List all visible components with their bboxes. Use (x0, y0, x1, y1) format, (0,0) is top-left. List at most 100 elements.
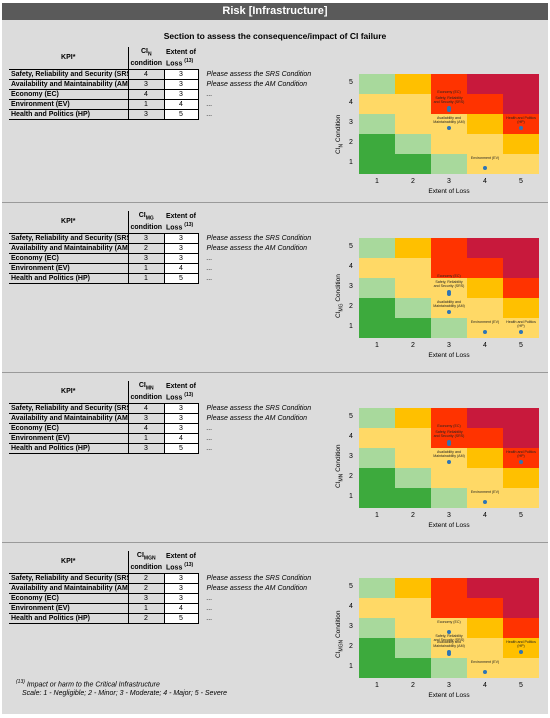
ci-condition-cell[interactable]: 3 (127, 109, 164, 120)
extent-of-loss-input[interactable]: 4 (163, 433, 199, 444)
kpi-name-cell: Economy (EC) (9, 423, 128, 434)
loss-line-1: Extent of (166, 212, 196, 220)
extent-of-loss-input[interactable]: 4 (163, 99, 199, 110)
extent-of-loss-input[interactable]: 5 (163, 109, 199, 120)
kpi-point-label: Availability and Maintainability (AM) (433, 640, 465, 648)
ci-suffix: condition (130, 60, 163, 68)
risk-cell (467, 468, 503, 488)
assessment-note: ... (206, 90, 213, 98)
risk-cell (431, 428, 467, 448)
ci-condition-cell[interactable]: 2 (127, 573, 164, 584)
kpi-column-header: KPI* (9, 551, 128, 574)
risk-cell (431, 488, 467, 508)
kpi-name-cell: Environment (EV) (9, 263, 128, 274)
extent-of-loss-input[interactable]: 4 (163, 263, 199, 274)
y-label-subscript: MN (338, 473, 345, 482)
risk-cell (503, 428, 539, 448)
risk-cell (359, 238, 395, 258)
ci-condition-cell[interactable]: 2 (127, 613, 164, 624)
assessment-note: ... (206, 274, 213, 282)
risk-cell (395, 408, 431, 428)
ci-condition-cell[interactable]: 3 (127, 253, 164, 264)
ci-condition-cell[interactable]: 4 (127, 89, 164, 100)
kpi-name-cell: Economy (EC) (9, 89, 128, 100)
ci-condition-cell[interactable]: 4 (127, 403, 164, 414)
ci-condition-cell[interactable]: 3 (127, 443, 164, 454)
kpi-point-label: Health and Politics (HP) (506, 640, 536, 648)
ci-condition-cell[interactable]: 3 (127, 413, 164, 424)
extent-of-loss-input[interactable]: 3 (163, 593, 199, 604)
assessment-note: ... (206, 614, 213, 622)
table-row: Availability and Maintainability (AM 2 3 Pl… (9, 243, 313, 254)
risk-cell (467, 598, 503, 618)
ci-condition-cell[interactable]: 1 (127, 99, 164, 110)
risk-cell (395, 618, 431, 638)
table-row: Economy (EC) 3 3... (9, 593, 313, 604)
y-axis-label: CIMN Condition (335, 444, 344, 488)
table-row: Health and Politics (HP) 2 5... (9, 613, 313, 624)
footnote-marker: (13) (16, 679, 25, 685)
kpi-column-header: KPI* (9, 47, 128, 70)
risk-cell (467, 488, 503, 508)
ci-condition-cell[interactable]: 1 (127, 433, 164, 444)
extent-of-loss-input[interactable]: 3 (163, 583, 199, 594)
extent-of-loss-input[interactable]: 3 (163, 253, 199, 264)
assessment-note: Please assess the AM Condition (206, 80, 308, 88)
ci-condition-column-header: CIN condition (127, 47, 164, 70)
x-tick-label: 5 (519, 512, 523, 519)
y-label-prefix: CI (335, 651, 342, 659)
y-tick-label: 5 (349, 413, 353, 420)
extent-of-loss-input[interactable]: 5 (163, 273, 199, 284)
ci-condition-cell[interactable]: 1 (127, 273, 164, 284)
kpi-data-point (447, 460, 451, 464)
extent-of-loss-input[interactable]: 4 (163, 603, 199, 614)
extent-of-loss-input[interactable]: 3 (163, 423, 199, 434)
extent-of-loss-input[interactable]: 3 (163, 243, 199, 254)
y-tick-label: 5 (349, 79, 353, 86)
ci-condition-cell[interactable]: 3 (127, 233, 164, 244)
extent-of-loss-input[interactable]: 3 (163, 403, 199, 414)
ci-condition-cell[interactable]: 4 (127, 423, 164, 434)
table-row: Environment (EV) 1 4... (9, 433, 313, 444)
ci-condition-cell[interactable]: 3 (127, 593, 164, 604)
ci-condition-cell[interactable]: 3 (127, 79, 164, 90)
footnote-text: Impact or harm to the Critical Infrastru… (26, 681, 160, 689)
risk-matrix-grid (359, 238, 539, 338)
risk-cell (359, 468, 395, 488)
table-row: Economy (EC) 3 3... (9, 253, 313, 264)
ci-subscript: MGN (143, 555, 156, 562)
loss-line-2: Loss (166, 223, 183, 231)
table-row: Economy (EC) 4 3... (9, 423, 313, 434)
risk-cell (503, 134, 539, 154)
risk-cell (467, 448, 503, 468)
ci-condition-cell[interactable]: 4 (127, 69, 164, 80)
extent-of-loss-input[interactable]: 3 (163, 233, 199, 244)
extent-of-loss-input[interactable]: 3 (163, 89, 199, 100)
extent-of-loss-input[interactable]: 3 (163, 69, 199, 80)
risk-cell (359, 134, 395, 154)
ci-prefix: CI (138, 382, 146, 390)
kpi-data-point (483, 670, 487, 674)
kpi-point-label: Availability and Maintainability (AM) (433, 300, 465, 308)
risk-cell (503, 488, 539, 508)
ci-subscript: N (147, 51, 152, 58)
risk-cell (395, 638, 431, 658)
risk-matrix: 5 4 3 2 1 1 2 3 4 5 Extent of Loss CIMG Condition Sa… (335, 238, 539, 359)
ci-condition-cell[interactable]: 1 (127, 603, 164, 614)
extent-of-loss-input[interactable]: 5 (163, 613, 199, 624)
kpi-table: KPI* CIMG condition Extent of Loss (13) Safet… (9, 211, 313, 284)
extent-of-loss-input[interactable]: 3 (163, 79, 199, 90)
ci-subscript: MN (145, 385, 154, 392)
extent-of-loss-input[interactable]: 5 (163, 443, 199, 454)
ci-condition-cell[interactable]: 2 (127, 583, 164, 594)
x-tick-label: 2 (411, 342, 415, 349)
kpi-name-cell: Health and Politics (HP) (9, 613, 128, 624)
extent-of-loss-input[interactable]: 3 (163, 573, 199, 584)
extent-of-loss-input[interactable]: 3 (163, 413, 199, 424)
kpi-point-label: Environment (EV) (470, 156, 500, 160)
risk-cell (431, 298, 467, 318)
table-row: Availability and Maintainability (AM 3 3 Pl… (9, 413, 313, 424)
ci-condition-cell[interactable]: 2 (127, 243, 164, 254)
kpi-point-label: Safety, Reliability and Security (SRS) (433, 634, 465, 642)
ci-condition-cell[interactable]: 1 (127, 263, 164, 274)
